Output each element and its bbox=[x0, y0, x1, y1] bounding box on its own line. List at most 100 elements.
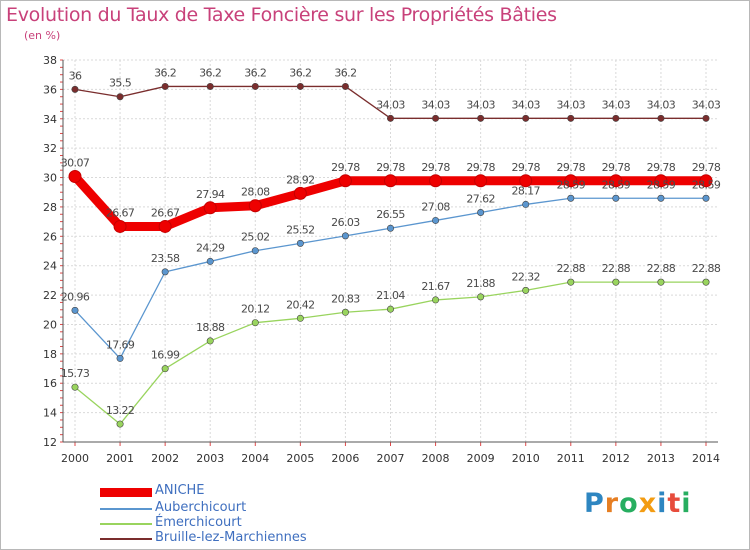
plot-area bbox=[63, 60, 718, 442]
data-point-3 bbox=[296, 82, 304, 90]
data-point-2 bbox=[341, 308, 349, 316]
data-label-1: 26.55 bbox=[376, 208, 405, 221]
x-tick-label: 2002 bbox=[151, 452, 179, 465]
x-tick-label: 2003 bbox=[196, 452, 224, 465]
y-tick-label: 28 bbox=[43, 201, 57, 214]
data-point-2 bbox=[522, 286, 530, 294]
data-point-2 bbox=[206, 337, 214, 345]
data-point-3 bbox=[657, 114, 665, 122]
x-tick-label: 2004 bbox=[241, 452, 269, 465]
data-label-3: 34.03 bbox=[557, 98, 586, 111]
y-tick-label: 36 bbox=[43, 83, 57, 96]
data-point-0 bbox=[429, 174, 443, 188]
data-point-2 bbox=[702, 278, 710, 286]
data-label-0: 29.78 bbox=[466, 161, 495, 174]
data-point-2 bbox=[567, 278, 575, 286]
data-label-0: 29.78 bbox=[692, 161, 721, 174]
data-point-3 bbox=[116, 93, 124, 101]
x-tick-label: 2011 bbox=[557, 452, 585, 465]
data-label-1: 17.69 bbox=[106, 338, 135, 351]
data-label-0: 29.78 bbox=[557, 161, 586, 174]
data-label-3: 36.2 bbox=[154, 66, 176, 79]
data-label-0: 29.78 bbox=[421, 161, 450, 174]
data-label-0: 26.67 bbox=[151, 206, 180, 219]
data-point-2 bbox=[432, 296, 440, 304]
data-point-1 bbox=[612, 194, 620, 202]
data-point-1 bbox=[206, 257, 214, 265]
data-point-1 bbox=[296, 239, 304, 247]
data-point-3 bbox=[386, 114, 394, 122]
logo-letter: r bbox=[604, 488, 620, 519]
legend-swatch-auberchicourt bbox=[100, 508, 152, 510]
data-label-2: 20.42 bbox=[286, 298, 315, 311]
logo-letter: i bbox=[657, 488, 668, 519]
x-tick-label: 2012 bbox=[602, 452, 630, 465]
data-label-1: 28.59 bbox=[602, 178, 631, 191]
legend-label-auberchicourt: Auberchicourt bbox=[155, 500, 247, 515]
data-point-1 bbox=[477, 209, 485, 217]
data-point-2 bbox=[477, 293, 485, 301]
data-point-2 bbox=[251, 319, 259, 327]
data-point-1 bbox=[567, 194, 575, 202]
data-point-3 bbox=[432, 114, 440, 122]
y-tick-label: 34 bbox=[43, 113, 57, 126]
data-point-3 bbox=[612, 114, 620, 122]
x-tick-label: 2000 bbox=[61, 452, 89, 465]
data-label-1: 27.08 bbox=[421, 200, 450, 213]
y-tick-label: 18 bbox=[43, 348, 57, 361]
data-label-0: 26.67 bbox=[106, 206, 135, 219]
data-point-3 bbox=[522, 114, 530, 122]
data-label-1: 28.17 bbox=[511, 184, 540, 197]
legend-swatch-bruille bbox=[100, 538, 152, 540]
data-point-3 bbox=[161, 82, 169, 90]
data-label-0: 30.07 bbox=[61, 157, 90, 170]
data-label-1: 28.59 bbox=[557, 178, 586, 191]
data-point-2 bbox=[657, 278, 665, 286]
data-point-0 bbox=[699, 174, 713, 188]
x-tick-label: 2009 bbox=[467, 452, 495, 465]
data-point-1 bbox=[432, 216, 440, 224]
y-tick-label: 22 bbox=[43, 289, 57, 302]
data-label-1: 25.52 bbox=[286, 223, 315, 236]
chart-subtitle: (en %) bbox=[24, 29, 61, 42]
data-label-3: 34.03 bbox=[376, 98, 405, 111]
data-point-0 bbox=[113, 219, 127, 233]
data-point-2 bbox=[296, 314, 304, 322]
data-label-0: 29.78 bbox=[331, 161, 360, 174]
logo-letter: i bbox=[681, 488, 692, 519]
legend-label-emerchicourt: Émerchicourt bbox=[155, 515, 242, 530]
y-tick-label: 14 bbox=[43, 407, 57, 420]
data-label-0: 29.78 bbox=[376, 161, 405, 174]
data-point-3 bbox=[206, 82, 214, 90]
data-label-3: 36.2 bbox=[199, 66, 221, 79]
data-label-3: 36 bbox=[69, 69, 82, 82]
data-point-3 bbox=[477, 114, 485, 122]
legend-label-bruille: Bruille-lez-Marchiennes bbox=[155, 530, 307, 545]
legend-swatch-aniche bbox=[100, 488, 152, 497]
data-label-1: 23.58 bbox=[151, 252, 180, 265]
data-point-0 bbox=[338, 174, 352, 188]
data-label-0: 29.78 bbox=[602, 161, 631, 174]
y-tick-label: 38 bbox=[43, 54, 57, 67]
data-point-0 bbox=[654, 174, 668, 188]
data-label-1: 24.29 bbox=[196, 241, 225, 254]
data-label-1: 28.59 bbox=[692, 178, 721, 191]
data-label-2: 21.88 bbox=[466, 277, 495, 290]
data-label-2: 13.22 bbox=[106, 404, 135, 417]
data-point-1 bbox=[522, 200, 530, 208]
x-tick-label: 2008 bbox=[422, 452, 450, 465]
data-label-0: 28.08 bbox=[241, 186, 270, 199]
chart-title: Evolution du Taux de Taxe Foncière sur l… bbox=[6, 4, 557, 26]
data-point-1 bbox=[251, 247, 259, 255]
data-point-0 bbox=[293, 186, 307, 200]
data-label-0: 29.78 bbox=[647, 161, 676, 174]
y-tick-label: 30 bbox=[43, 172, 57, 185]
data-label-2: 21.04 bbox=[376, 289, 405, 302]
x-tick-label: 2014 bbox=[692, 452, 720, 465]
data-label-1: 25.02 bbox=[241, 231, 270, 244]
data-point-3 bbox=[71, 85, 79, 93]
data-label-2: 15.73 bbox=[61, 367, 90, 380]
data-point-0 bbox=[68, 170, 82, 184]
data-point-2 bbox=[71, 383, 79, 391]
